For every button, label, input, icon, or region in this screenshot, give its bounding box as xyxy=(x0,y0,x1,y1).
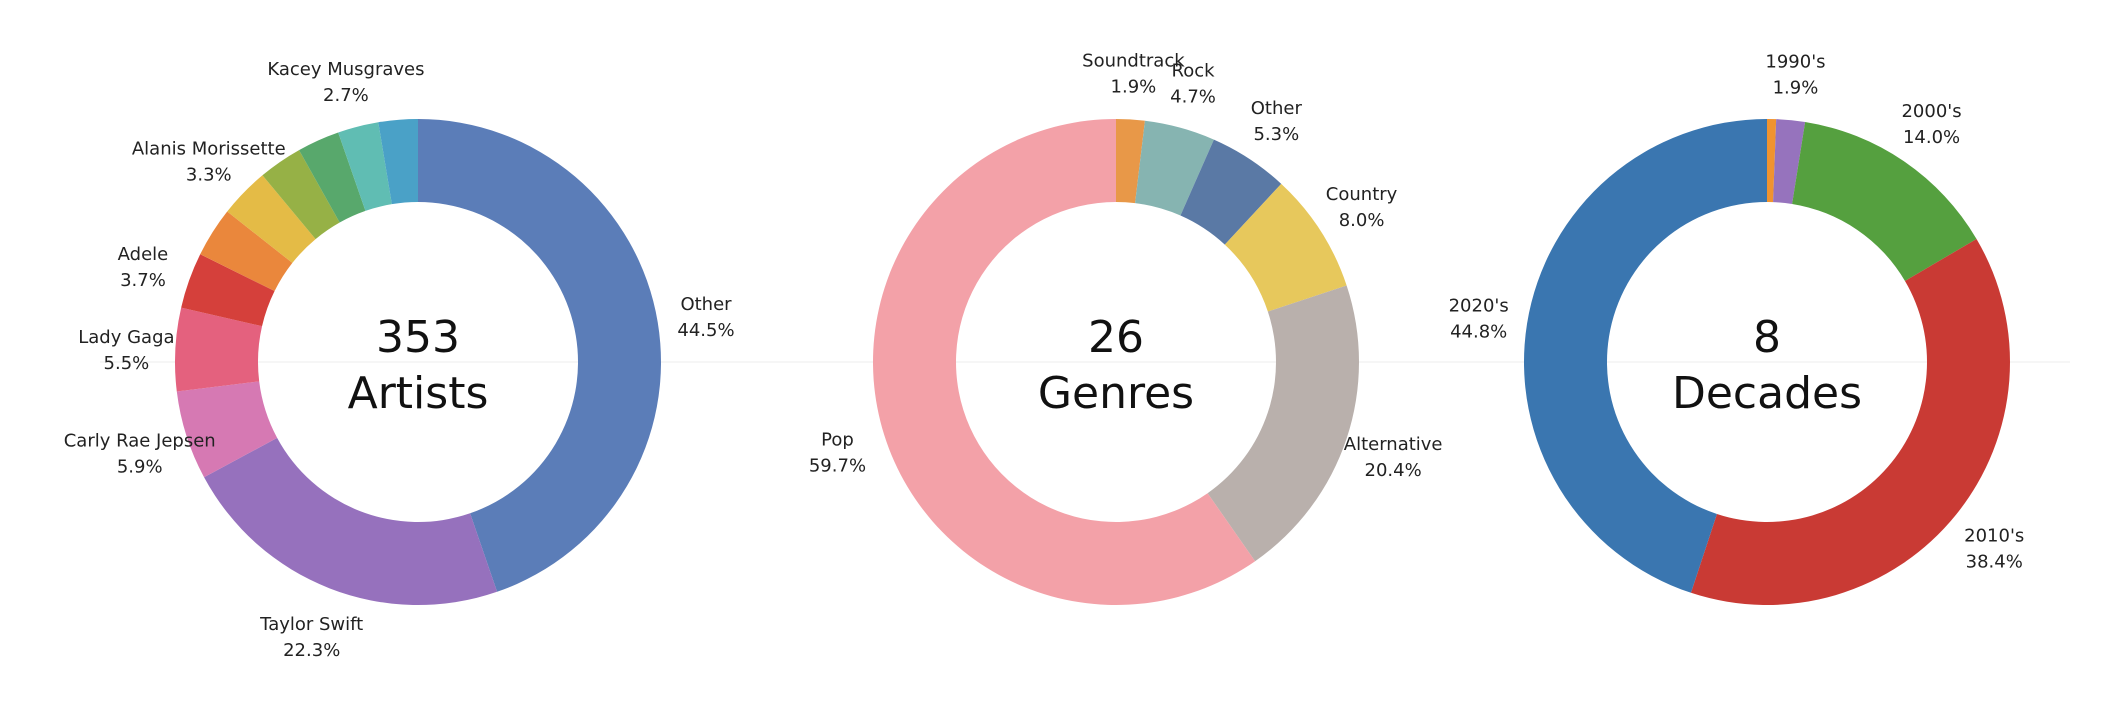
slice-other[interactable] xyxy=(1180,139,1282,245)
slice-2000-s[interactable] xyxy=(1792,122,1977,281)
slice-pop[interactable] xyxy=(872,118,1256,606)
slice-label-1990-s: 1990's 1.9% xyxy=(1765,51,1825,98)
slice-kacey-musgraves[interactable] xyxy=(338,122,392,211)
slice-label-soundtrack: Soundtrack 1.9% xyxy=(1082,51,1185,98)
slice-carly-rae-jepsen[interactable] xyxy=(176,381,278,478)
slice-adele[interactable] xyxy=(181,254,275,327)
slice-alanis-morissette[interactable] xyxy=(227,175,316,263)
donut-chart-artists: Other 44.5% Taylor Swift 22.3% Carly Rae Jep… xyxy=(64,59,735,661)
slice-label-taylor-swift: Taylor Swift 22.3% xyxy=(259,614,363,661)
center-count: 8 xyxy=(1753,312,1781,363)
slice-unlabeled-10[interactable] xyxy=(378,119,418,205)
slice-1990-s[interactable] xyxy=(1773,119,1806,204)
center-title: Genres xyxy=(1038,368,1194,419)
slice-label-kacey-musgraves: Kacey Musgraves 2.7% xyxy=(267,59,424,106)
slice-2020-s[interactable] xyxy=(1523,119,1767,593)
slice-label-pop: Pop 59.7% xyxy=(809,430,866,477)
slice-alternative[interactable] xyxy=(1207,285,1359,562)
center-title: Decades xyxy=(1672,368,1862,419)
slice-label-carly-rae-jepsen: Carly Rae Jepsen 5.9% xyxy=(64,430,216,477)
slice-label-rock: Rock 4.7% xyxy=(1170,60,1216,107)
slice-unlabeled-7[interactable] xyxy=(262,150,340,240)
slice-label-2020-s: 2020's 44.8% xyxy=(1449,296,1509,343)
slice-label-adele: Adele 3.7% xyxy=(118,244,169,291)
slice-other[interactable] xyxy=(418,119,661,592)
slice-rock[interactable] xyxy=(1135,120,1214,216)
slice-unlabeled-5[interactable] xyxy=(200,211,293,292)
slice-label-lady-gaga: Lady Gaga 5.5% xyxy=(78,327,174,374)
slice-label-alanis-morissette: Alanis Morissette 3.3% xyxy=(132,138,286,185)
slice-label-country: Country 8.0% xyxy=(1326,184,1398,231)
donut-chart-genres: Soundtrack 1.9%Rock 4.7% Other 5.3% Country 8.… xyxy=(809,51,1443,606)
slice-lady-gaga[interactable] xyxy=(175,307,263,392)
center-title: Artists xyxy=(348,368,489,419)
slice-unlabeled-0[interactable] xyxy=(1767,119,1777,203)
slice-label-alternative: Alternative 20.4% xyxy=(1344,434,1443,481)
slice-soundtrack[interactable] xyxy=(1116,119,1145,204)
center-count: 353 xyxy=(376,312,460,363)
slice-2010-s[interactable] xyxy=(1690,238,2010,605)
slice-country[interactable] xyxy=(1224,183,1347,312)
slice-unlabeled-8[interactable] xyxy=(299,132,366,223)
donut-chart-decades: 1990's 1.9% 2000's 14.0% 2010's 38.4% 2020's 44… xyxy=(1449,51,2024,605)
slice-label-2000-s: 2000's 14.0% xyxy=(1901,101,1961,148)
center-count: 26 xyxy=(1088,312,1144,363)
slice-label-other: Other 5.3% xyxy=(1251,98,1303,145)
slice-label-other: Other 44.5% xyxy=(677,294,734,341)
slice-taylor-swift[interactable] xyxy=(204,437,498,605)
slice-label-2010-s: 2010's 38.4% xyxy=(1964,525,2024,572)
